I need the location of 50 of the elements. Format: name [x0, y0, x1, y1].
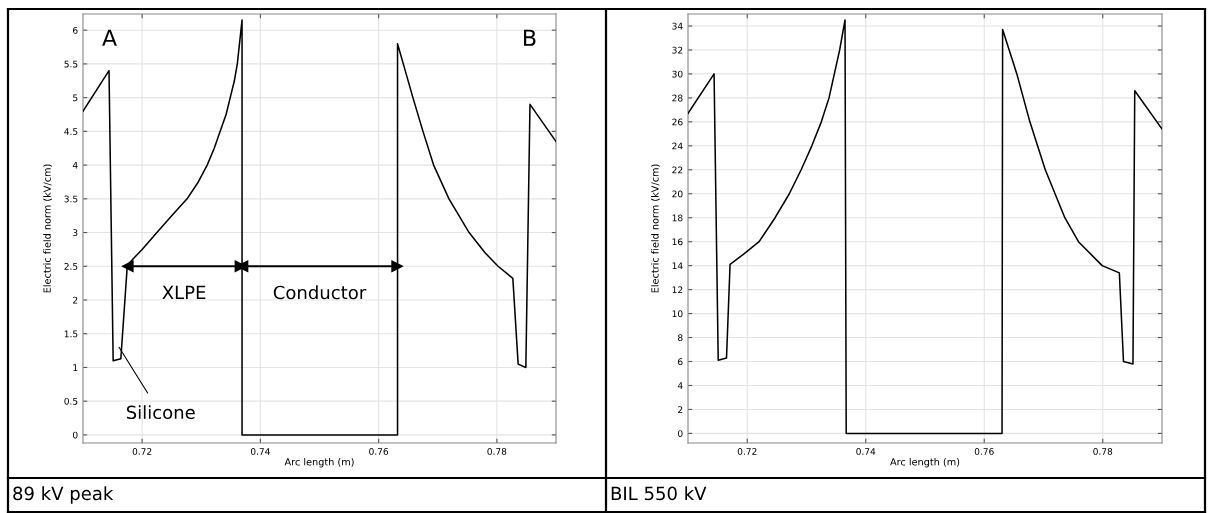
y-tick-label: 5.5 [64, 60, 78, 68]
y-tick-label: 1 [73, 364, 78, 371]
text: 89 kV peak [13, 486, 114, 504]
annotation: Conductor [273, 285, 367, 300]
y-tick-label: 6 [73, 26, 78, 34]
y-tick-label: 18 [672, 214, 683, 222]
y-tick-label: 3.5 [64, 195, 78, 203]
y-axis-title: Electric field norm (kV/cm) [43, 164, 52, 293]
x-tick-label: 0.78 [1093, 448, 1113, 455]
x-tick-label: 0.72 [737, 448, 757, 455]
y-tick-label: 5 [73, 94, 78, 102]
x-axis-title: Arc length (m) [284, 457, 354, 468]
annotation: Silicone [126, 405, 195, 420]
annotation: XLPE [162, 285, 206, 300]
x-axis-title: Arc length (m) [890, 457, 960, 468]
y-tick-label: 28 [672, 94, 683, 102]
x-tick-label: 0.74 [250, 448, 270, 455]
y-tick-label: 34 [672, 22, 683, 30]
y-tick-label: 32 [672, 46, 683, 54]
y-axis-title: Electric field norm (kV/cm) [651, 164, 660, 293]
y-tick-label: 22 [672, 166, 683, 174]
y-tick-label: 12 [672, 286, 683, 294]
y-tick-label: 8 [678, 334, 683, 342]
x-tick-label: 0.76 [974, 448, 994, 455]
y-tick-label: 20 [672, 190, 683, 198]
y-tick-label: 2.5 [64, 263, 78, 270]
y-tick-label: 10 [672, 310, 683, 318]
y-tick-label: 2 [73, 296, 78, 304]
y-tick-label: 0.5 [64, 397, 78, 405]
y-tick-label: 24 [672, 142, 683, 150]
y-tick-label: 1.5 [64, 330, 78, 338]
y-tick-label: 0 [72, 431, 78, 439]
y-tick-label: 0 [677, 430, 683, 437]
x-tick-label: 0.78 [487, 448, 507, 455]
y-tick-label: 26 [672, 118, 683, 126]
annotation: A [102, 29, 117, 46]
y-tick-label: 16 [672, 238, 683, 246]
y-tick-label: 3 [73, 229, 78, 237]
y-tick-label: 4 [677, 382, 683, 389]
x-tick-label: 0.72 [132, 448, 152, 455]
y-tick-label: 2 [678, 406, 683, 413]
y-tick-label: 4 [72, 161, 78, 169]
x-tick-label: 0.76 [369, 448, 389, 455]
y-tick-label: 4.5 [64, 128, 78, 135]
y-tick-label: 30 [672, 70, 683, 78]
x-tick-label: 0.74 [856, 448, 876, 455]
text: BIL 550 kV [611, 486, 707, 501]
y-tick-label: 6 [678, 358, 683, 366]
y-tick-label: 14 [672, 262, 683, 270]
annotation: B [524, 29, 536, 46]
